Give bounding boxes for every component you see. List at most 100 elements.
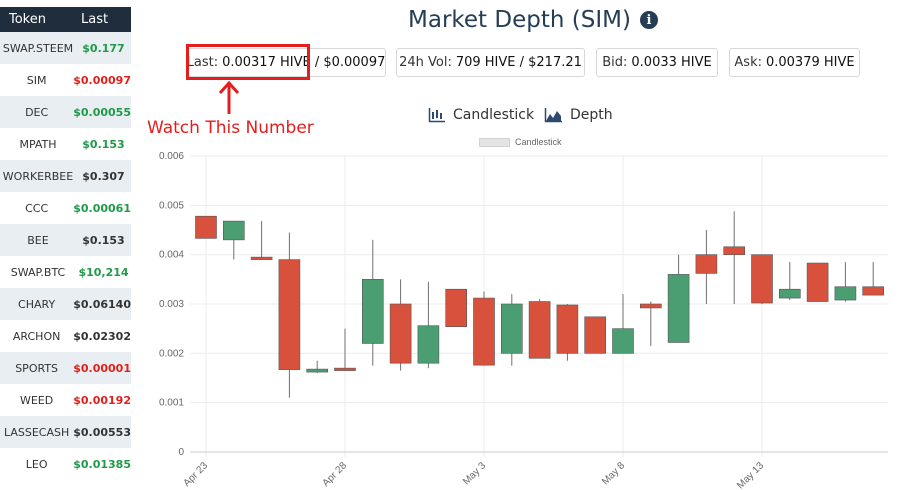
candle-body <box>862 286 885 296</box>
volume-stat: 24h Vol: 709 HIVE / $217.21 <box>396 48 585 77</box>
x-tick-label: Apr 23 <box>182 460 211 489</box>
candle-body <box>528 301 551 359</box>
volume-value: 709 HIVE / $217.21 <box>455 55 582 70</box>
candle-body <box>334 367 356 371</box>
token-sidebar: Token Last SWAP.STEEM $0.177 SIM $0.00097 DE… <box>0 7 131 480</box>
y-tick-label: 0 <box>178 447 184 458</box>
token-row[interactable]: CHARY $0.06140 <box>0 288 131 320</box>
x-tick-label: May 13 <box>735 460 766 490</box>
y-tick-label: 0.003 <box>159 299 184 310</box>
token-name: WORKERBEE <box>2 169 74 183</box>
last-price-value: 0.00317 HIVE / $0.00097 <box>222 55 386 70</box>
candlestick-icon <box>428 107 445 123</box>
legend-label: Candlestick <box>515 137 562 147</box>
ask-label: Ask: <box>734 55 762 70</box>
token-price: $0.177 <box>82 41 125 55</box>
token-price: $10,214 <box>78 265 129 279</box>
token-name: ARCHON <box>12 329 61 343</box>
token-name: CCC <box>25 201 49 215</box>
token-column-header[interactable]: Token <box>9 12 46 27</box>
candle-body <box>306 368 329 373</box>
token-price: $0.00097 <box>73 73 131 87</box>
token-row[interactable]: ARCHON $0.02302 <box>0 320 131 352</box>
token-row[interactable]: MPATH $0.153 <box>0 128 131 160</box>
last-price-label: Last: <box>186 55 219 70</box>
token-price: $0.00061 <box>73 201 131 215</box>
token-name: SWAP.STEEM <box>2 41 74 55</box>
token-row[interactable]: SWAP.BTC $10,214 <box>0 256 131 288</box>
candle-body <box>417 325 440 364</box>
token-name: CHARY <box>18 297 56 311</box>
candle-body <box>473 297 495 366</box>
candle-body <box>667 274 690 343</box>
token-price: $0.02302 <box>73 329 131 343</box>
candle-body <box>278 259 301 370</box>
candle-body <box>695 254 718 274</box>
candle-body <box>445 288 468 327</box>
token-row[interactable]: SIM $0.00097 <box>0 64 131 96</box>
token-price: $0.00192 <box>73 393 131 407</box>
info-icon[interactable]: i <box>639 11 658 29</box>
candle-body <box>639 303 662 309</box>
token-price: $0.00055 <box>73 105 131 119</box>
bid-stat: Bid: 0.0033 HIVE <box>596 48 718 77</box>
token-row[interactable]: SPORTS $0.00001 <box>0 352 131 384</box>
chart-legend[interactable]: Candlestick <box>479 137 562 147</box>
token-price: $0.00553 <box>73 425 131 439</box>
x-tick-label: May 3 <box>461 460 488 487</box>
token-price: $0.307 <box>82 169 125 183</box>
candle-body <box>361 279 384 344</box>
candle-body <box>751 254 773 304</box>
token-row[interactable]: DEC $0.00055 <box>0 96 131 128</box>
token-list: SWAP.STEEM $0.177 SIM $0.00097 DEC $0.00055 MP… <box>0 32 131 480</box>
depth-toggle[interactable]: Depth <box>544 104 613 126</box>
token-name: BEE <box>27 233 49 247</box>
last-column-header[interactable]: Last <box>81 12 109 27</box>
token-row[interactable]: SWAP.STEEM $0.177 <box>0 32 131 64</box>
token-row[interactable]: CCC $0.00061 <box>0 192 131 224</box>
candle-body <box>834 286 857 301</box>
token-list-header: Token Last <box>0 7 131 32</box>
y-tick-label: 0.001 <box>159 398 184 409</box>
candle-body <box>389 303 412 364</box>
x-tick-label: Apr 28 <box>321 460 350 489</box>
token-price: $0.153 <box>82 233 125 247</box>
token-name: LASSECASH <box>3 425 70 439</box>
token-name: MPATH <box>19 137 57 151</box>
token-name: DEC <box>25 105 49 119</box>
y-tick-label: 0.002 <box>159 348 184 359</box>
candle-body <box>584 316 607 354</box>
token-price: $0.06140 <box>73 297 131 311</box>
candle-body <box>806 262 829 302</box>
candlestick-toggle[interactable]: Candlestick <box>428 104 534 126</box>
y-tick-label: 0.004 <box>159 250 184 261</box>
candlestick-label: Candlestick <box>453 107 535 123</box>
volume-label: 24h Vol: <box>399 55 452 70</box>
token-name: SWAP.BTC <box>10 265 66 279</box>
last-price-stat: Last: 0.00317 HIVE / $0.00097 <box>186 48 386 77</box>
token-name: LEO <box>25 457 48 471</box>
candle-body <box>612 328 634 354</box>
candle-body <box>500 303 523 354</box>
token-price: $0.00001 <box>73 361 131 375</box>
legend-swatch <box>479 137 510 147</box>
token-name: SPORTS <box>15 361 59 375</box>
token-row[interactable]: LEO $0.01385 <box>0 448 131 480</box>
page-title: Market Depth (SIM) <box>408 7 631 33</box>
token-price: $0.153 <box>82 137 125 151</box>
up-arrow-icon <box>218 80 240 114</box>
title-bar: Market Depth (SIM) i <box>408 5 658 35</box>
y-tick-label: 0.006 <box>159 151 184 162</box>
candle-body <box>723 246 746 255</box>
bid-label: Bid: <box>602 55 628 70</box>
token-row[interactable]: LASSECASH $0.00553 <box>0 416 131 448</box>
candle-body <box>195 215 217 239</box>
x-tick-label: May 8 <box>600 460 627 487</box>
ask-stat: Ask: 0.00379 HIVE <box>729 48 860 77</box>
token-price: $0.01385 <box>73 457 131 471</box>
token-row[interactable]: WORKERBEE $0.307 <box>0 160 131 192</box>
token-name: WEED <box>19 393 54 407</box>
token-row[interactable]: WEED $0.00192 <box>0 384 131 416</box>
token-row[interactable]: BEE $0.153 <box>0 224 131 256</box>
